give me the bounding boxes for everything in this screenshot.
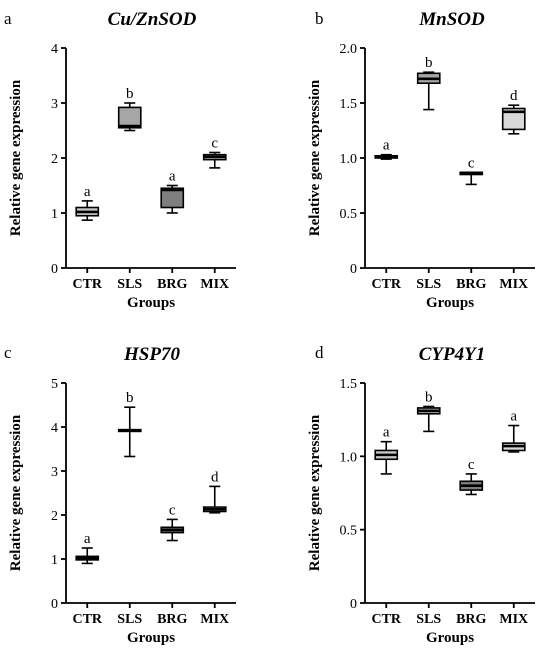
- chart-title: MnSOD: [418, 9, 485, 30]
- y-tick-label: 4: [51, 421, 58, 436]
- x-tick-label: SLS: [117, 612, 142, 627]
- y-tick-label: 0.5: [340, 524, 358, 539]
- y-tick-label: 1.5: [340, 377, 358, 392]
- y-axis-title: Relative gene expression: [8, 79, 24, 236]
- box-ctr: a: [374, 425, 399, 475]
- significance-letter: b: [425, 55, 433, 71]
- y-tick-label: 0: [51, 262, 58, 277]
- box-brg: c: [160, 502, 185, 542]
- x-tick-label: BRG: [157, 277, 187, 292]
- box-brg: c: [459, 457, 484, 496]
- significance-letter: c: [468, 155, 475, 171]
- significance-letter: a: [84, 531, 91, 547]
- chart-title: CYP4Y1: [419, 344, 486, 365]
- chart-panel-c: c HSP70 0 1 2 3 4 5 CTR SLS BRG MIX Groups Relative g…: [4, 343, 236, 646]
- box-sls: b: [117, 86, 142, 132]
- x-axis-title: Groups: [426, 295, 474, 311]
- y-tick-label: 2.0: [340, 42, 358, 57]
- y-tick-label: 5: [51, 377, 58, 392]
- y-tick-label: 1.0: [340, 450, 358, 465]
- panel-letter: a: [4, 9, 12, 28]
- significance-letter: b: [126, 86, 134, 102]
- significance-letter: c: [169, 502, 176, 518]
- significance-letter: a: [169, 169, 176, 185]
- y-axis-title: Relative gene expression: [307, 414, 323, 571]
- significance-letter: d: [510, 88, 518, 104]
- x-tick-label: CTR: [72, 277, 102, 292]
- box-ctr: a: [75, 531, 100, 565]
- chart-title: Cu/ZnSOD: [108, 9, 197, 30]
- x-tick-label: SLS: [117, 277, 142, 292]
- x-tick-label: BRG: [456, 277, 486, 292]
- box-sls: b: [416, 389, 441, 433]
- y-tick-label: 0: [350, 262, 357, 277]
- box-mix: c: [202, 136, 227, 169]
- x-tick-label: CTR: [371, 277, 401, 292]
- box-brg: c: [459, 155, 484, 186]
- significance-letter: d: [211, 469, 219, 485]
- y-tick-label: 2: [51, 152, 58, 167]
- y-tick-label: 0: [51, 597, 58, 612]
- box-ctr: a: [374, 138, 399, 160]
- y-axis-title: Relative gene expression: [307, 79, 323, 236]
- chart-panel-d: d CYP4Y1 0 0.5 1.0 1.5 CTR SLS BRG MIX Groups Relat…: [307, 343, 535, 646]
- significance-letter: a: [510, 409, 517, 425]
- significance-letter: c: [211, 136, 218, 152]
- box-body: [160, 187, 185, 209]
- x-tick-label: MIX: [499, 277, 528, 292]
- y-tick-label: 0.5: [340, 207, 358, 222]
- significance-letter: a: [383, 138, 390, 154]
- x-tick-label: SLS: [416, 277, 441, 292]
- box-ctr: a: [75, 184, 100, 221]
- x-tick-label: SLS: [416, 612, 441, 627]
- y-tick-label: 3: [51, 97, 58, 112]
- panel-letter: c: [4, 343, 12, 362]
- y-tick-label: 1: [51, 207, 58, 222]
- y-tick-label: 2: [51, 509, 58, 524]
- x-axis-title: Groups: [127, 295, 175, 311]
- significance-letter: a: [84, 184, 91, 200]
- x-tick-label: BRG: [157, 612, 187, 627]
- x-tick-label: MIX: [499, 612, 528, 627]
- box-sls: b: [117, 390, 142, 458]
- x-axis-title: Groups: [426, 630, 474, 646]
- significance-letter: b: [126, 390, 134, 406]
- y-tick-label: 1.5: [340, 97, 358, 112]
- panel-letter: d: [315, 343, 324, 362]
- chart-title: HSP70: [123, 344, 180, 365]
- box-sls: b: [416, 55, 441, 111]
- y-axis-title: Relative gene expression: [8, 414, 24, 571]
- y-tick-label: 1: [51, 553, 58, 568]
- box-body: [117, 106, 142, 129]
- panel-letter: b: [315, 9, 324, 28]
- chart-panel-b: b MnSOD 0 0.5 1.0 1.5 2.0 CTR SLS BRG MIX Groups Rel…: [307, 9, 535, 311]
- chart-panel-a: a Cu/ZnSOD 0 1 2 3 4 CTR SLS BRG MIX Groups Relative…: [4, 9, 236, 311]
- x-axis-title: Groups: [127, 630, 175, 646]
- significance-letter: c: [468, 457, 475, 473]
- y-tick-label: 4: [51, 42, 58, 57]
- x-tick-label: CTR: [371, 612, 401, 627]
- x-tick-label: MIX: [200, 612, 229, 627]
- significance-letter: b: [425, 389, 433, 405]
- x-tick-label: BRG: [456, 612, 486, 627]
- box-body: [501, 107, 526, 131]
- x-tick-label: CTR: [72, 612, 102, 627]
- significance-letter: a: [383, 425, 390, 441]
- y-tick-label: 3: [51, 465, 58, 480]
- box-mix: d: [202, 469, 227, 514]
- x-tick-label: MIX: [200, 277, 229, 292]
- box-mix: a: [501, 409, 526, 453]
- y-tick-label: 1.0: [340, 152, 358, 167]
- y-tick-label: 0: [350, 597, 357, 612]
- box-brg: a: [160, 169, 185, 214]
- box-mix: d: [501, 88, 526, 135]
